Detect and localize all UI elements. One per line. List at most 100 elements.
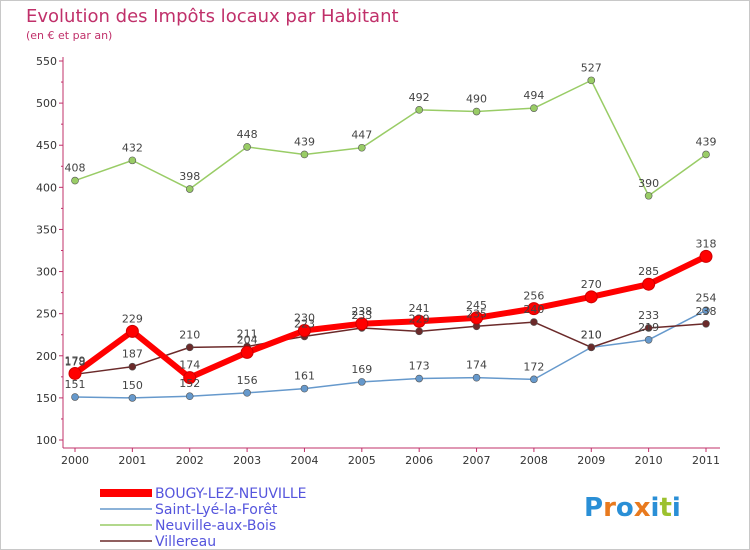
data-point <box>644 324 653 332</box>
x-tick-label: 2006 <box>405 454 433 467</box>
data-point <box>71 176 79 185</box>
data-label: 527 <box>581 61 602 74</box>
series-group <box>68 76 713 402</box>
x-tick-label: 2001 <box>118 454 146 467</box>
data-point <box>68 366 82 380</box>
data-label: 447 <box>351 129 372 142</box>
chart-subtitle: (en € et par an) <box>26 29 112 42</box>
data-label: 151 <box>65 378 86 391</box>
data-label: 235 <box>466 307 487 320</box>
data-label: 169 <box>351 363 372 376</box>
data-point <box>642 277 656 291</box>
data-label: 179 <box>65 354 86 367</box>
data-point <box>702 150 710 159</box>
y-tick-label: 250 <box>36 308 57 321</box>
data-label: 398 <box>179 170 200 183</box>
data-point <box>587 76 596 85</box>
data-point <box>71 393 79 401</box>
data-point <box>472 373 481 382</box>
x-tick-label: 2002 <box>176 454 204 467</box>
data-point <box>415 106 423 114</box>
data-point <box>584 290 598 304</box>
data-point <box>125 324 139 338</box>
y-tick-label: 300 <box>36 266 57 279</box>
series-line-neuville-aux-bois <box>74 79 707 197</box>
data-point <box>644 191 653 200</box>
series-line-bougy-lez-neuville <box>73 253 708 381</box>
data-label: 210 <box>581 328 602 341</box>
data-label: 241 <box>409 302 430 315</box>
data-label: 204 <box>237 333 258 346</box>
data-label: 448 <box>237 128 258 141</box>
axes: 100 150 200 250 300 350 400 450 500 550 2000 2001 20… <box>36 55 720 467</box>
data-label: 240 <box>523 303 544 316</box>
data-point <box>702 306 710 315</box>
data-point <box>185 392 194 401</box>
legend-entry: Villereau <box>155 534 216 550</box>
data-point <box>128 394 137 402</box>
data-label: 174 <box>466 359 487 372</box>
data-point <box>243 389 251 397</box>
data-label: 270 <box>581 278 602 291</box>
data-label: 233 <box>351 309 372 322</box>
data-label: 223 <box>294 317 315 330</box>
data-label: 229 <box>122 312 143 325</box>
x-tick-label: 2004 <box>290 454 318 467</box>
data-label: 254 <box>696 291 717 304</box>
data-label: 230 <box>294 312 315 325</box>
x-tick-label: 2003 <box>233 454 261 467</box>
data-label: 439 <box>294 135 315 148</box>
data-label: 152 <box>179 377 200 390</box>
data-label: 439 <box>696 135 717 148</box>
data-label: 156 <box>237 374 258 387</box>
data-point <box>355 317 369 331</box>
data-label: 211 <box>237 328 258 341</box>
data-point <box>240 345 254 359</box>
data-point <box>530 104 538 112</box>
x-tick-label: 2005 <box>348 454 376 467</box>
data-label: 408 <box>65 162 86 175</box>
data-label: 172 <box>523 360 544 373</box>
x-tick-label: 2011 <box>692 454 720 467</box>
data-point <box>297 324 311 338</box>
x-tick-label: 2008 <box>520 454 548 467</box>
logo-letter: i <box>651 493 660 523</box>
data-label: 210 <box>179 328 200 341</box>
legend: BOUGY-LEZ-NEUVILLESaint-Lyé-la-ForêtNeuv… <box>100 486 306 550</box>
logo-letter: o <box>616 493 634 523</box>
data-label: 494 <box>523 89 544 102</box>
proxiti-logo-text: Proxiti <box>584 493 681 523</box>
y-tick-label: 400 <box>36 181 57 194</box>
x-tick-label: 2010 <box>635 454 663 467</box>
data-point <box>128 362 137 371</box>
y-tick-label: 500 <box>36 97 57 110</box>
data-point <box>530 318 538 326</box>
y-tick-label: 150 <box>36 392 57 405</box>
data-label: 492 <box>409 91 430 104</box>
data-label: 390 <box>638 177 659 190</box>
y-tick-label: 450 <box>36 139 57 152</box>
x-tick-label: 2000 <box>61 454 89 467</box>
data-point <box>702 319 710 328</box>
legend-entry: BOUGY-LEZ-NEUVILLE <box>155 486 306 502</box>
data-point <box>300 150 309 159</box>
legend-entry: Neuville-aux-Bois <box>155 518 276 534</box>
chart-title: Evolution des Impôts locaux par Habitant <box>26 6 399 27</box>
logo-letter: P <box>584 493 603 523</box>
data-point <box>128 156 137 165</box>
data-point <box>699 249 713 263</box>
data-point <box>358 143 366 152</box>
data-label: 229 <box>409 312 430 325</box>
data-label: 173 <box>409 360 430 373</box>
data-point <box>183 371 197 385</box>
data-label: 161 <box>294 370 315 383</box>
y-tick-label: 350 <box>36 223 57 236</box>
data-point <box>415 327 423 336</box>
logo-letter: i <box>672 493 681 523</box>
legend-entry: Saint-Lyé-la-Forêt <box>155 502 278 518</box>
y-tick-label: 550 <box>36 55 57 68</box>
data-point <box>472 107 481 116</box>
data-label: 210 <box>581 328 602 341</box>
data-label: 490 <box>466 93 487 106</box>
